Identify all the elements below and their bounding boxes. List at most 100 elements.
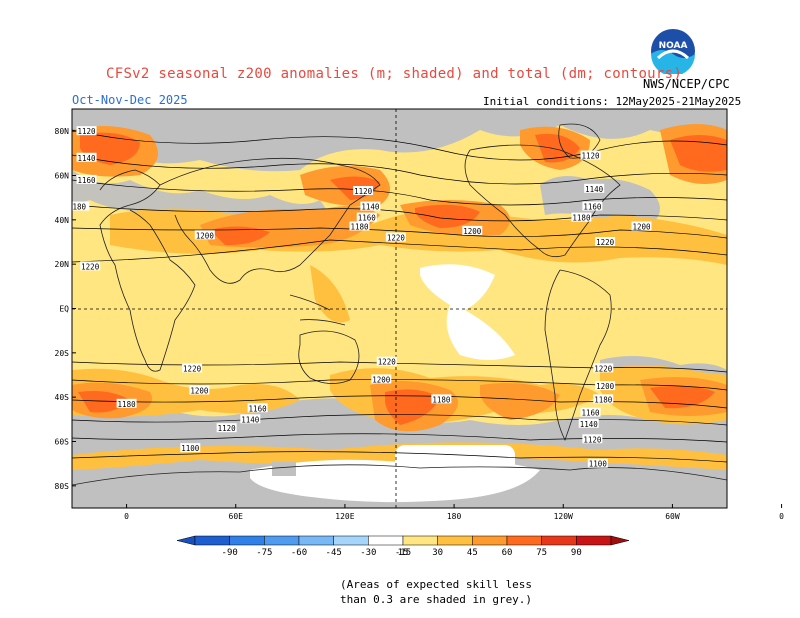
contour-label-text: 1120	[218, 424, 237, 433]
contour-label-text: 1220	[183, 364, 202, 373]
contour-label: 1180	[571, 212, 592, 223]
noaa-logo-text: NOAA	[659, 41, 688, 51]
contour-label-text: 1120	[354, 187, 373, 196]
contour-label-bg	[216, 423, 237, 433]
contour-label-text: 1200	[372, 375, 391, 384]
contour-label: 1200	[371, 374, 392, 384]
contour-label-text: 1140	[361, 203, 380, 212]
contour-label-bg	[584, 183, 605, 193]
contour-label: 1160	[247, 403, 268, 413]
contour-label-bg	[194, 230, 215, 240]
contour-label: 1140	[584, 183, 605, 194]
contour-label: 1140	[240, 414, 261, 424]
contour-label-text: 1160	[78, 176, 97, 185]
contour-label: 1180	[431, 394, 452, 404]
contour-label-bg	[76, 174, 97, 184]
contour-labels: 1120114011601801200122011201140116011801…	[72, 126, 652, 469]
contour-label-text: 1200	[596, 382, 615, 391]
lon-tick-label: 180	[447, 512, 462, 521]
contour-label-text: 1200	[463, 227, 482, 236]
contour-label-bg	[578, 418, 599, 428]
colorbar-label: 30	[432, 548, 443, 558]
lat-tick-label: 80S	[55, 482, 70, 491]
lon-tick-label: 0	[779, 512, 784, 521]
contour-label-text: 1220	[596, 238, 615, 247]
colorbar-swatch	[541, 535, 577, 546]
contour-label: 1220	[595, 237, 616, 247]
contour-label: 1160	[580, 407, 601, 418]
contour-label-bg	[582, 201, 603, 211]
contour-label: 1120	[580, 150, 601, 161]
contour-label-bg	[353, 186, 374, 196]
colorbar-label: -45	[326, 548, 342, 558]
contour-label-bg	[580, 150, 601, 160]
contour-label-bg	[385, 232, 406, 242]
agency-label: NWS/NCEP/CPC	[643, 77, 730, 91]
contour-label-text: 1180	[118, 400, 137, 409]
contour-label-text: 1140	[585, 185, 604, 194]
contour-label-text: 1100	[589, 460, 608, 469]
colorbar-label: 45	[467, 548, 478, 558]
contour-label-text: 1140	[580, 420, 599, 429]
contour-label-bg	[371, 374, 392, 384]
contour-label: 1100	[180, 443, 201, 453]
lat-tick-label: 40N	[55, 216, 70, 225]
contour-label: 1140	[76, 152, 97, 163]
contour-label: 1220	[80, 261, 101, 271]
contour-label-text: 1160	[249, 404, 268, 413]
contour-label-text: 1120	[583, 435, 602, 444]
contour-label-bg	[593, 363, 614, 373]
contour-label-text: 1160	[582, 409, 601, 418]
lon-tick-label: 60E	[229, 512, 244, 521]
contour-label-text: 1220	[378, 358, 397, 367]
contour-label-text: 1120	[582, 152, 601, 161]
contour-label-bg	[431, 394, 452, 404]
colorbar-label: 15	[398, 548, 409, 558]
map-panel: 1120114011601801200122011201140116011801…	[72, 109, 727, 508]
lon-tick-label: 120W	[554, 512, 573, 521]
colorbar-swatch	[472, 535, 508, 546]
contour-label-bg	[593, 394, 614, 404]
lat-tick-label: EQ	[59, 305, 69, 314]
colorbar-swatch	[333, 535, 369, 546]
colorbar-swatch	[506, 535, 542, 546]
contour-label-bg	[595, 381, 616, 391]
contour-label: 1180	[116, 398, 137, 409]
contour-label-bg	[80, 261, 101, 271]
contour-label-bg	[189, 385, 210, 395]
height-contours	[72, 129, 727, 463]
colorbar-label: -60	[291, 548, 307, 558]
season-label: Oct-Nov-Dec 2025	[72, 93, 188, 107]
contour-label-bg	[116, 398, 137, 408]
contour-label-text: 1140	[78, 154, 97, 163]
contour-label-bg	[180, 443, 201, 453]
contour-label-bg	[595, 237, 616, 246]
colorbar-swatch	[194, 535, 230, 546]
contour-label: 1120	[216, 423, 237, 433]
contour-label: 1140	[360, 201, 381, 212]
colorbar-swatch	[402, 535, 438, 546]
contour-label-bg	[571, 212, 592, 222]
contour-label: 1160	[76, 174, 97, 185]
lat-tick-label: 40S	[55, 393, 70, 402]
contour-label-text: 1140	[241, 415, 260, 424]
contour-label-bg	[349, 221, 370, 231]
contour-label-bg	[376, 356, 397, 366]
contour-label-bg	[356, 212, 377, 222]
contour-label: 1180	[593, 394, 614, 404]
lat-tick-label: 80N	[55, 127, 70, 136]
lon-tick-label: 0	[124, 512, 129, 521]
contour-label-text: 1160	[583, 203, 602, 212]
contour-label-text: 1180	[572, 214, 591, 223]
lat-tick-label: 20S	[55, 349, 70, 358]
colorbar-label: -15	[395, 548, 411, 558]
contour-label: 1220	[182, 363, 203, 373]
lon-tick-label: 120E	[335, 512, 354, 521]
footnote-line-2: than 0.3 are shaded in grey.)	[340, 593, 533, 606]
contour-label-bg	[72, 201, 90, 211]
colorbar-label: 75	[536, 548, 547, 558]
colorbar-arrow-high	[610, 535, 630, 546]
contour-label-text: 1220	[594, 364, 613, 373]
contour-label-text: 1220	[81, 262, 100, 271]
footnote-line-1: (Areas of expected skill less	[340, 578, 533, 591]
